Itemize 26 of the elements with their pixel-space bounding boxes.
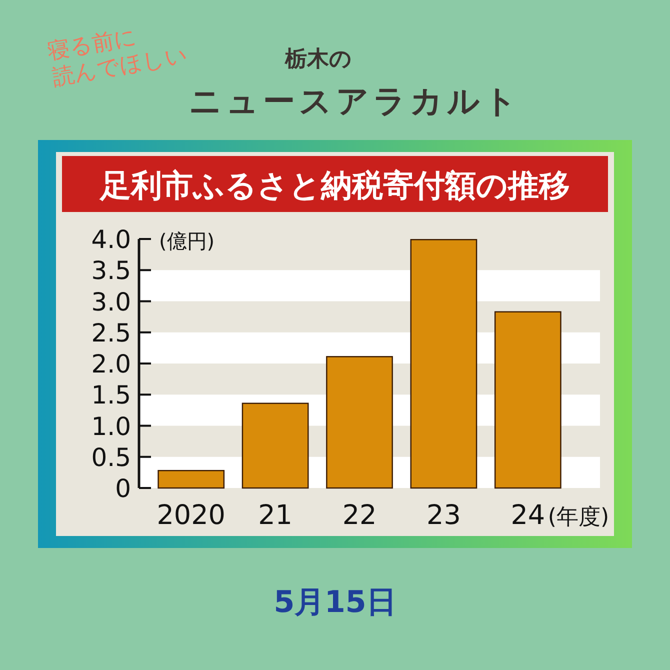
- y-tick-label: 0: [115, 474, 131, 503]
- bar: [326, 356, 393, 489]
- bar: [158, 470, 225, 489]
- bar: [410, 239, 478, 489]
- bar: [494, 311, 562, 489]
- x-tick-label: 24: [510, 500, 546, 531]
- x-tick-label: 2020: [156, 500, 226, 531]
- y-tick-label: 0.5: [91, 442, 131, 472]
- text: 寝る前に 読んでほしい: [46, 24, 190, 91]
- bar: [242, 402, 309, 489]
- y-tick-label: 2.0: [91, 350, 131, 378]
- text: 栃木の: [284, 47, 352, 72]
- chart-title: 足利市ふるさと納税寄付額の推移: [99, 168, 570, 204]
- y-tick-label: 1.5: [91, 380, 131, 410]
- y-tick-label: 3.0: [91, 287, 131, 316]
- x-axis-title: (年度): [548, 505, 610, 530]
- x-tick-label: 22: [342, 500, 377, 531]
- y-tick-label: 4.0: [91, 225, 131, 254]
- chart-subtitle: ニュースアラカルト: [189, 82, 521, 120]
- x-tick-label: 23: [426, 500, 461, 531]
- y-tick-label: 1.0: [91, 412, 131, 441]
- y-tick-label: 2.5: [91, 318, 131, 348]
- y-tick-label: 3.5: [91, 256, 131, 286]
- y-axis-title: (億円): [159, 229, 215, 253]
- x-tick-label: 21: [258, 500, 292, 531]
- text: 5月15日: [274, 585, 396, 620]
